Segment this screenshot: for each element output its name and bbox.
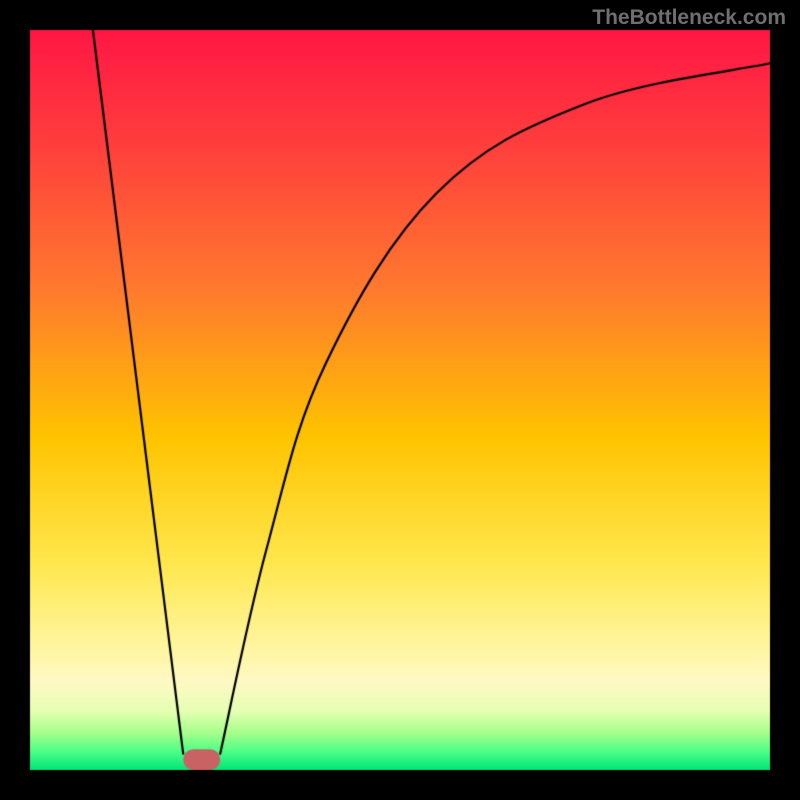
chart-container: TheBottleneck.com [0,0,800,800]
watermark-text: TheBottleneck.com [592,6,786,30]
bottleneck-chart-canvas [0,0,800,800]
